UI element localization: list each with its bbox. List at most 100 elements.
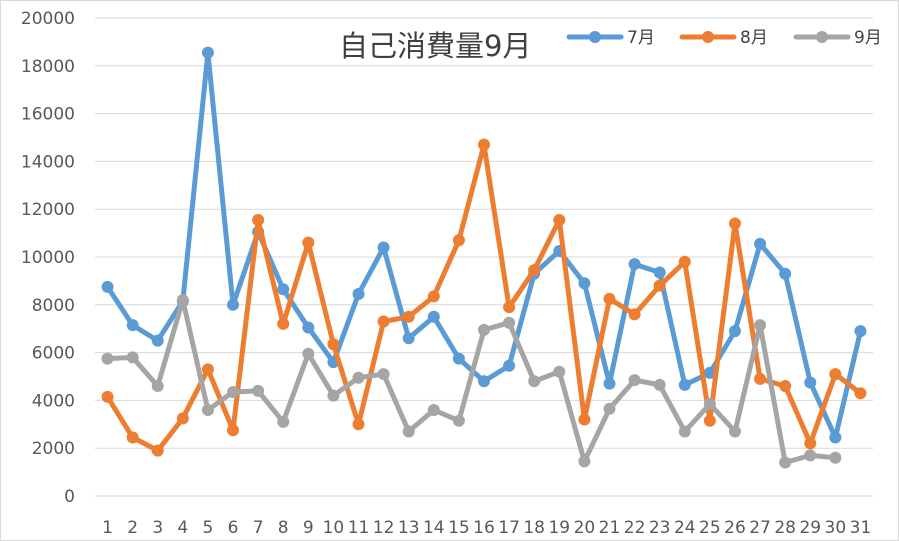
data-point: [101, 390, 114, 403]
x-tick-label: 21: [599, 518, 621, 538]
legend-item: 7月: [566, 28, 655, 48]
legend-label: 9月: [854, 28, 882, 48]
x-tick-label: 20: [574, 518, 596, 538]
series-2: [101, 138, 867, 457]
data-point: [126, 431, 139, 444]
data-point: [703, 366, 716, 379]
data-point: [553, 213, 566, 226]
data-point: [478, 323, 490, 336]
x-tick-label: 29: [799, 518, 821, 538]
y-tick-label: 0: [64, 487, 75, 507]
data-point: [201, 363, 214, 376]
data-point: [126, 351, 139, 364]
legend-item: 9月: [793, 28, 882, 48]
data-point: [176, 294, 189, 307]
data-point: [302, 347, 315, 360]
x-tick-label: 13: [398, 518, 420, 538]
data-point: [728, 217, 741, 230]
data-point: [101, 352, 114, 365]
x-tick-label: 24: [674, 518, 696, 538]
data-point: [578, 455, 591, 468]
data-point: [327, 338, 340, 351]
data-point: [402, 310, 415, 323]
data-point: [452, 234, 465, 247]
x-tick-label: 30: [825, 518, 847, 538]
legend-marker-icon: [589, 31, 601, 43]
y-tick-label: 12000: [21, 200, 75, 220]
data-point: [854, 387, 867, 400]
data-point: [703, 397, 716, 410]
data-point: [377, 368, 390, 381]
y-tick-label: 18000: [21, 57, 75, 77]
axis-labels: 0 2000 4000 6000 8000 10000 12000 14000 16000 180…: [21, 9, 871, 538]
x-tick-label: 31: [850, 518, 872, 538]
data-point: [779, 380, 792, 393]
data-point: [452, 414, 465, 427]
x-tick-label: 2: [127, 518, 138, 538]
data-point: [352, 371, 365, 384]
x-tick-label: 17: [498, 518, 520, 538]
data-point: [478, 375, 490, 388]
data-point: [352, 418, 365, 431]
legend-item: 8月: [679, 28, 768, 48]
data-point: [779, 267, 792, 280]
x-tick-label: 22: [624, 518, 646, 538]
data-point: [603, 292, 616, 305]
data-point: [302, 236, 315, 249]
x-tick-label: 14: [423, 518, 445, 538]
data-point: [227, 298, 240, 311]
data-point: [653, 279, 666, 292]
y-tick-label: 20000: [21, 9, 75, 29]
x-tick-label: 10: [323, 518, 345, 538]
data-point: [503, 359, 516, 372]
x-tick-label: 15: [448, 518, 470, 538]
data-point: [503, 301, 516, 314]
data-point: [754, 372, 767, 385]
data-point: [754, 319, 767, 332]
data-point: [628, 308, 641, 321]
y-tick-label: 6000: [32, 344, 75, 364]
x-tick-label: 7: [253, 518, 264, 538]
data-point: [252, 384, 265, 397]
x-tick-label: 28: [774, 518, 796, 538]
y-tick-label: 2000: [32, 439, 75, 459]
data-point: [854, 325, 867, 338]
y-tick-label: 14000: [21, 152, 75, 172]
data-point: [227, 424, 240, 437]
x-tick-label: 19: [548, 518, 570, 538]
data-point: [678, 425, 691, 438]
series-line: [105, 297, 838, 465]
data-point: [553, 365, 566, 378]
x-tick-label: 1: [102, 518, 113, 538]
data-point: [427, 290, 440, 303]
data-point: [478, 138, 490, 151]
x-tick-label: 11: [348, 518, 370, 538]
data-point: [628, 374, 641, 387]
data-point: [201, 403, 214, 416]
series-3: [101, 294, 842, 469]
data-point: [402, 425, 415, 438]
data-point: [427, 403, 440, 416]
data-point: [678, 378, 691, 391]
data-point: [503, 316, 516, 329]
x-tick-label: 16: [473, 518, 495, 538]
x-tick-label: 3: [152, 518, 163, 538]
x-tick-label: 25: [699, 518, 721, 538]
data-point: [603, 402, 616, 415]
data-point: [779, 456, 792, 469]
data-point: [126, 319, 139, 332]
data-point: [452, 352, 465, 365]
x-tick-label: 6: [228, 518, 239, 538]
data-point: [227, 386, 240, 399]
legend-marker-icon: [702, 31, 714, 43]
data-point: [151, 380, 164, 393]
data-point: [628, 258, 641, 271]
data-point: [277, 317, 290, 330]
data-point: [728, 425, 741, 438]
legend-label: 7月: [627, 28, 655, 48]
data-point: [302, 321, 315, 334]
x-tick-label: 26: [724, 518, 746, 538]
x-tick-label: 12: [373, 518, 395, 538]
